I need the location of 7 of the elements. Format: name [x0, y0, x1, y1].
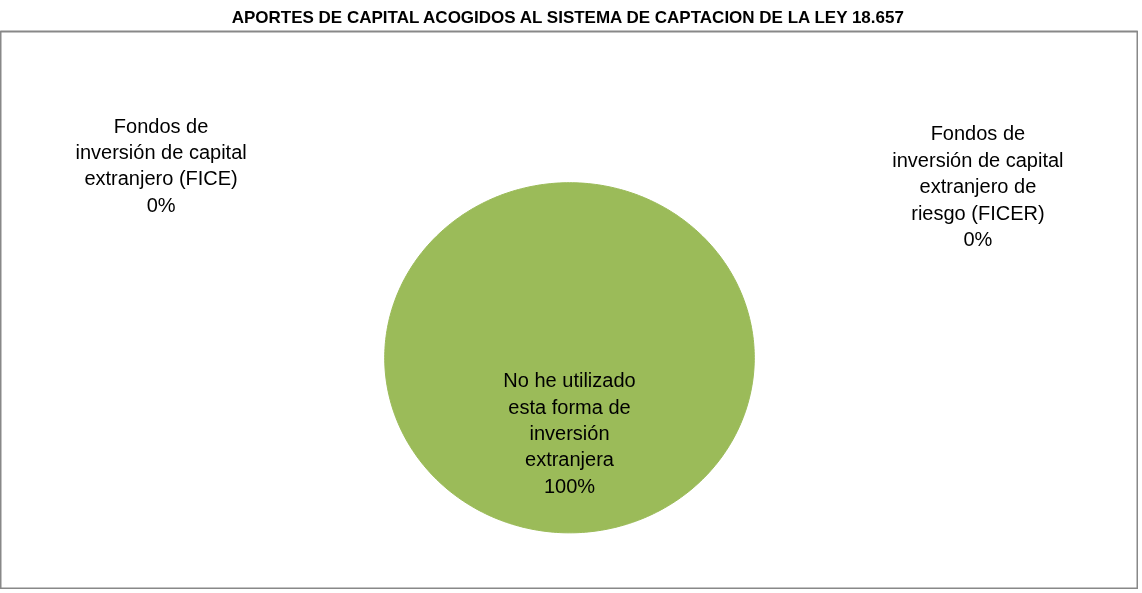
slice-label: No he utilizado esta forma de inversión extranjera: [503, 369, 636, 471]
chart-title: APORTES DE CAPITAL ACOGIDOS AL SISTEMA DE CAPTACION DE LA LEY 18.657: [231, 7, 904, 27]
text: 0%: [146, 193, 176, 216]
data-label: 100%: [543, 474, 596, 497]
text: 0%: [963, 228, 993, 250]
category-label: Fondos de inversión de capital extranjero de riesgo (FICER): [892, 122, 1064, 224]
category-label: Fondos de inversión de capital extranjero (FICE): [75, 114, 247, 190]
